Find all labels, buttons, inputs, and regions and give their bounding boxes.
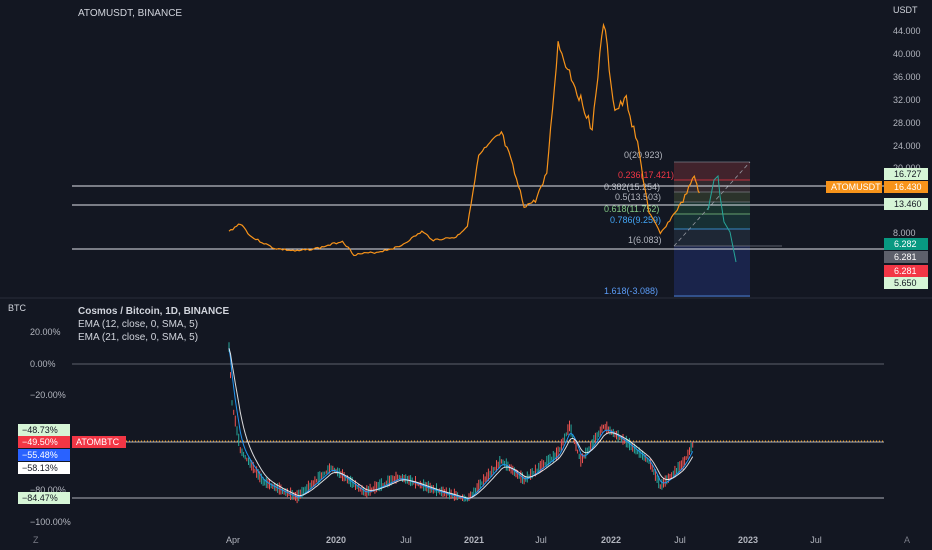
price-label: 6.281 xyxy=(894,252,917,262)
fib-trend-line xyxy=(673,161,751,247)
auto-scale-button[interactable]: A xyxy=(904,535,910,545)
atomusdt-price-line xyxy=(228,22,700,257)
fib-zone-382-5 xyxy=(674,192,750,202)
price-label-bg xyxy=(884,168,928,180)
bottom-ratio-panel[interactable]: BTC Cosmos / Bitcoin, 1D, BINANCE EMA (1… xyxy=(8,303,884,527)
bottom-y-tick: −20.00% xyxy=(30,390,66,400)
ratio-price-label: −48.73% xyxy=(22,425,58,435)
ratio-price-label-bg xyxy=(18,492,70,504)
bottom-y-tick: −100.00% xyxy=(30,517,71,527)
fib-zone-1-1618 xyxy=(674,246,750,297)
top-axis-unit: USDT xyxy=(893,5,918,15)
price-label: 16.430 xyxy=(894,182,922,192)
top-y-tick: 40.000 xyxy=(893,49,921,59)
top-y-tick: 32.000 xyxy=(893,95,921,105)
ratio-price-label-bg xyxy=(18,462,70,474)
atomusdt-symbol-tag[interactable]: ATOMUSDT xyxy=(826,181,882,193)
price-label-bg xyxy=(884,238,928,250)
price-label: 6.282 xyxy=(894,239,917,249)
x-axis-tick: 2020 xyxy=(326,535,346,545)
ema-21-line xyxy=(228,348,694,499)
ema-21-legend[interactable]: EMA (21, close, 0, SMA, 5) xyxy=(78,332,198,343)
ratio-price-label-bg xyxy=(18,436,70,448)
ratio-candles xyxy=(228,342,694,504)
fib-level-label: 1(6.083) xyxy=(628,235,662,245)
fib-zone-0-236 xyxy=(674,162,750,180)
fib-level-labels: 0(20.923) 0.236(17.421) 0.382(15.254)0.5(1… xyxy=(604,150,674,296)
fib-level-label: 0.382(15.254) xyxy=(604,182,660,192)
top-y-tick: 28.000 xyxy=(893,118,921,128)
top-y-tick: 44.000 xyxy=(893,26,921,36)
x-axis-tick: Jul xyxy=(674,535,686,545)
top-y-tick: 36.000 xyxy=(893,72,921,82)
top-y-tick: 8.000 xyxy=(893,228,916,238)
ratio-price-label-bg xyxy=(18,424,70,436)
price-label-bg xyxy=(884,198,928,210)
price-label: 6.281 xyxy=(894,266,917,276)
ratio-price-label-bg xyxy=(18,449,70,461)
x-axis-tick: Jul xyxy=(810,535,822,545)
price-label-bg xyxy=(884,181,928,193)
bottom-y-axis[interactable]: 20.00% 0.00% −20.00% −80.00% −100.00% xyxy=(30,327,71,527)
price-label: 5.650 xyxy=(894,278,917,288)
fib-level-label: 0.5(13.503) xyxy=(615,192,661,202)
top-y-tick: 24.000 xyxy=(893,141,921,151)
atombtc-tag-bg xyxy=(72,436,126,448)
bottom-y-tick: 20.00% xyxy=(30,327,61,337)
x-axis-tick: 2021 xyxy=(464,535,484,545)
ratio-price-label: −84.47% xyxy=(22,493,58,503)
bottom-price-scale-labels[interactable]: −48.73% −49.50% −55.48% −58.13% −84.47% xyxy=(18,424,70,504)
time-axis[interactable]: Apr 2020 Jul 2021 Jul 2022 Jul 2023 Jul xyxy=(226,535,822,545)
price-label: 16.727 xyxy=(894,169,922,179)
x-axis-tick: Jul xyxy=(535,535,547,545)
fib-level-label: 0.236(17.421) xyxy=(618,170,674,180)
top-chart-title: ATOMUSDT, BINANCE xyxy=(78,8,182,19)
price-label-bg xyxy=(884,265,928,277)
bottom-axis-unit: BTC xyxy=(8,303,27,313)
ratio-price-label: −49.50% xyxy=(22,437,58,447)
x-axis-tick: Jul xyxy=(400,535,412,545)
ema-12-legend[interactable]: EMA (12, close, 0, SMA, 5) xyxy=(78,319,198,330)
bottom-y-tick: 0.00% xyxy=(30,359,56,369)
fib-level-label: 0.786(9.259) xyxy=(610,215,661,225)
z-button[interactable]: Z xyxy=(33,535,39,545)
bottom-chart-title: Cosmos / Bitcoin, 1D, BINANCE xyxy=(78,306,229,317)
atombtc-symbol-tag[interactable]: ATOMBTC xyxy=(72,436,126,448)
x-axis-tick: 2022 xyxy=(601,535,621,545)
ratio-price-label: −55.48% xyxy=(22,450,58,460)
price-label: 13.460 xyxy=(894,199,922,209)
fib-zone-786-1 xyxy=(674,229,750,246)
symbol-tag-text: ATOMUSDT xyxy=(831,182,881,192)
atombtc-tag-text: ATOMBTC xyxy=(76,437,120,447)
fib-level-label: 1.618(-3.088) xyxy=(604,286,658,296)
x-axis-tick: 2023 xyxy=(738,535,758,545)
fib-zone-618-786 xyxy=(674,214,750,229)
top-price-scale-labels[interactable]: 16.727 16.430 13.460 6.282 6.281 6.281 5.650 xyxy=(884,168,928,289)
zoom-reset-button[interactable]: Z xyxy=(33,535,39,545)
price-label-bg xyxy=(884,251,928,263)
a-button[interactable]: A xyxy=(904,535,910,545)
x-axis-tick: Apr xyxy=(226,535,240,545)
symbol-tag-bg xyxy=(826,181,882,193)
bottom-y-tick: −80.00% xyxy=(30,485,66,495)
price-label-bg xyxy=(884,277,928,289)
projection-path xyxy=(707,174,737,263)
ratio-price-label: −58.13% xyxy=(22,463,58,473)
fib-level-label: 0(20.923) xyxy=(624,150,663,160)
fib-level-label: 0.618(11.752) xyxy=(604,204,659,214)
top-price-panel[interactable]: ATOMUSDT, BINANCE USDT 44.000 40.000 36.00… xyxy=(72,5,928,297)
